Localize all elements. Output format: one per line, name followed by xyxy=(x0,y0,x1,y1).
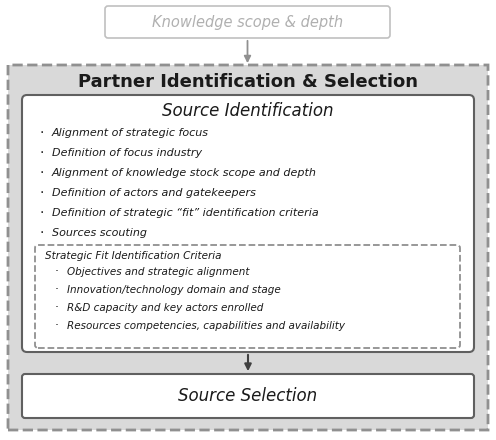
FancyBboxPatch shape xyxy=(22,95,474,352)
Text: ·: · xyxy=(40,226,44,240)
Text: Definition of focus industry: Definition of focus industry xyxy=(52,148,202,158)
Text: ·: · xyxy=(40,186,44,200)
Text: Source Identification: Source Identification xyxy=(162,102,334,120)
Text: ·: · xyxy=(55,301,59,315)
Text: Sources scouting: Sources scouting xyxy=(52,228,147,238)
Text: Definition of strategic “fit” identification criteria: Definition of strategic “fit” identifica… xyxy=(52,208,319,218)
Text: Knowledge scope & depth: Knowledge scope & depth xyxy=(152,15,343,29)
Text: ·: · xyxy=(55,283,59,297)
Text: Source Selection: Source Selection xyxy=(179,387,317,405)
Text: R&D capacity and key actors enrolled: R&D capacity and key actors enrolled xyxy=(67,303,263,313)
Text: ·: · xyxy=(55,319,59,333)
FancyBboxPatch shape xyxy=(8,65,488,430)
Text: Partner Identification & Selection: Partner Identification & Selection xyxy=(78,73,418,91)
Text: ·: · xyxy=(55,265,59,279)
Text: ·: · xyxy=(40,146,44,160)
Text: Strategic Fit Identification Criteria: Strategic Fit Identification Criteria xyxy=(45,251,222,261)
Text: ·: · xyxy=(40,126,44,140)
Text: Definition of actors and gatekeepers: Definition of actors and gatekeepers xyxy=(52,188,256,198)
Text: Alignment of knowledge stock scope and depth: Alignment of knowledge stock scope and d… xyxy=(52,168,317,178)
Text: Objectives and strategic alignment: Objectives and strategic alignment xyxy=(67,267,249,277)
Text: Innovation/technology domain and stage: Innovation/technology domain and stage xyxy=(67,285,281,295)
FancyBboxPatch shape xyxy=(105,6,390,38)
FancyBboxPatch shape xyxy=(22,374,474,418)
Text: ·: · xyxy=(40,166,44,180)
Text: Resources competencies, capabilities and availability: Resources competencies, capabilities and… xyxy=(67,321,345,331)
Text: ·: · xyxy=(40,206,44,220)
Text: Alignment of strategic focus: Alignment of strategic focus xyxy=(52,128,209,138)
